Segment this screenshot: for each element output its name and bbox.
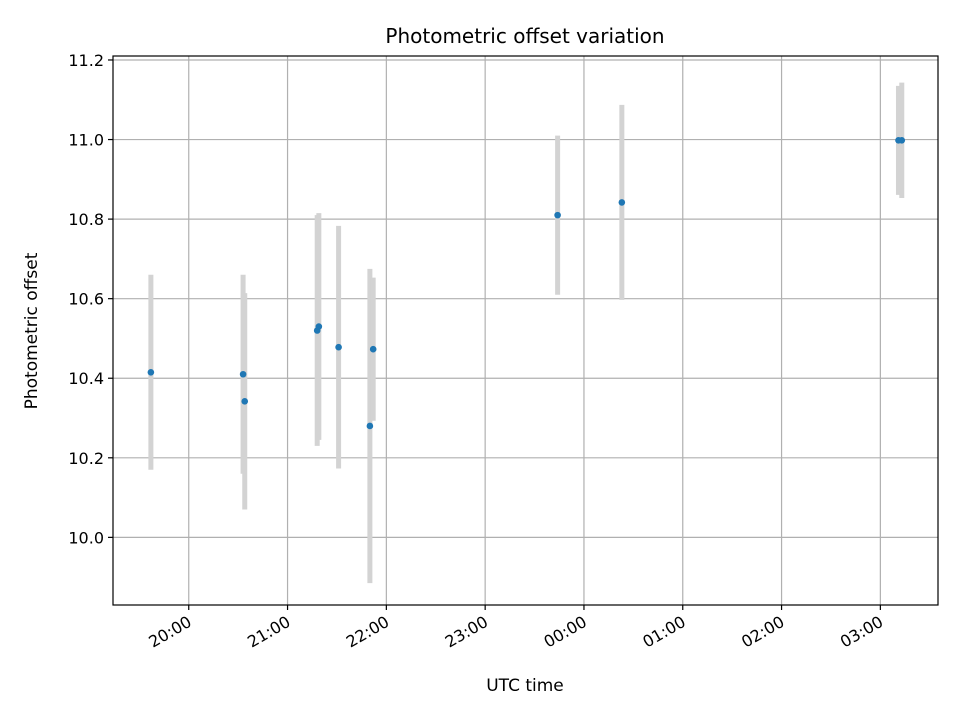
data-point: [554, 211, 561, 219]
data-point: [898, 137, 906, 144]
data-point: [147, 368, 155, 376]
y-axis-label: Photometric offset: [22, 252, 42, 409]
data-point: [618, 199, 626, 206]
plot-frame: [112, 55, 939, 606]
data-point: [369, 345, 377, 353]
y-tick-label: 11.2: [68, 51, 104, 70]
y-tick-label: 11.0: [68, 131, 104, 150]
data-point: [315, 323, 323, 330]
data-points: [147, 137, 906, 430]
y-axis-ticks: 10.0 10.2 10.4 10.6 10.8 11.0 11.2: [68, 51, 113, 547]
y-tick-label: 10.8: [68, 210, 104, 229]
grid: [113, 56, 938, 605]
y-tick-label: 10.2: [68, 449, 104, 468]
y-tick-label: 10.6: [68, 290, 104, 309]
x-axis-label: UTC time: [486, 676, 564, 696]
y-tick-label: 10.4: [68, 369, 104, 388]
chart-title: Photometric offset variation: [385, 24, 664, 48]
data-point: [239, 370, 247, 378]
data-point: [335, 343, 342, 351]
data-point: [241, 398, 249, 405]
y-tick-label: 10.0: [68, 528, 104, 547]
data-point: [366, 422, 374, 430]
